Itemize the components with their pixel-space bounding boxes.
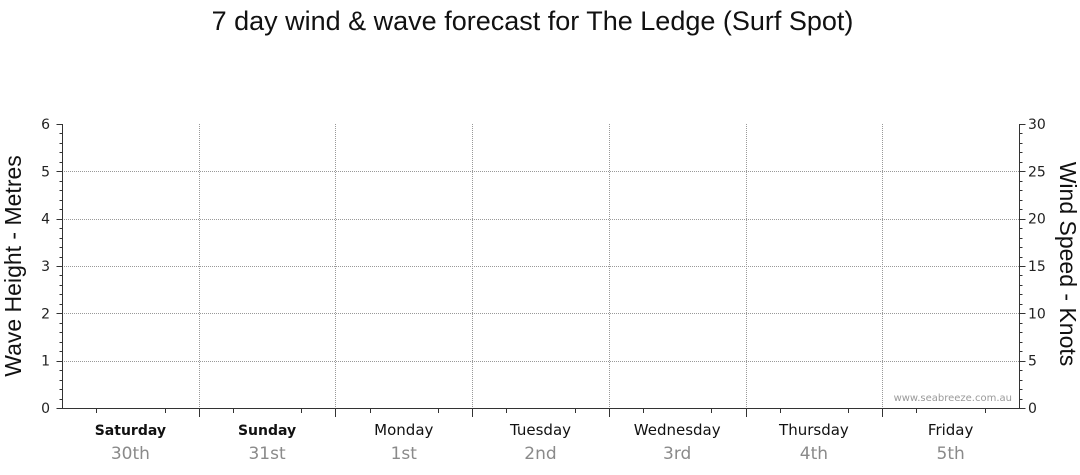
day-labels: Saturday 30th Sunday 31st Monday 1st Tuesday 2n… <box>95 421 974 464</box>
left-tick-label: 6 <box>41 117 50 133</box>
right-tick-label: 15 <box>1028 259 1046 275</box>
day-name-label: Sunday <box>238 423 296 439</box>
axis-ticks <box>56 124 1026 417</box>
left-tick-label: 3 <box>41 259 50 275</box>
right-tick-label: 30 <box>1028 117 1046 133</box>
right-tick-label: 25 <box>1028 164 1046 180</box>
day-date-label: 2nd <box>524 444 556 464</box>
day-date-label: 5th <box>937 444 965 464</box>
right-tick-label: 10 <box>1028 306 1046 322</box>
day-name-label: Saturday <box>95 423 166 439</box>
day-name-label: Tuesday <box>509 421 571 439</box>
day-name-label: Thursday <box>778 421 849 439</box>
right-tick-label: 0 <box>1028 401 1037 417</box>
plot-gridlines <box>62 124 1019 408</box>
watermark-text: www.seabreeze.com.au <box>894 393 1012 404</box>
axis-tick-labels: 0 1 2 3 4 5 6 0 5 10 15 20 25 30 <box>41 117 1046 417</box>
day-date-label: 1st <box>391 444 418 464</box>
day-date-label: 3rd <box>663 444 691 464</box>
right-tick-label: 20 <box>1028 212 1046 228</box>
left-axis-title: Wave Height - Metres <box>0 155 26 377</box>
left-tick-label: 2 <box>41 306 50 322</box>
left-tick-label: 1 <box>41 354 50 370</box>
left-tick-label: 0 <box>41 401 50 417</box>
right-axis-title: Wind Speed - Knots <box>1055 162 1080 367</box>
right-tick-label: 5 <box>1028 354 1037 370</box>
day-name-label: Friday <box>928 421 974 439</box>
day-date-label: 31st <box>248 444 285 464</box>
left-tick-label: 4 <box>41 212 50 228</box>
day-name-label: Wednesday <box>634 421 721 439</box>
day-date-label: 30th <box>111 444 150 464</box>
day-name-label: Monday <box>374 421 433 439</box>
chart-title: 7 day wind & wave forecast for The Ledge… <box>212 6 854 36</box>
day-date-label: 4th <box>800 444 828 464</box>
left-tick-label: 5 <box>41 164 50 180</box>
